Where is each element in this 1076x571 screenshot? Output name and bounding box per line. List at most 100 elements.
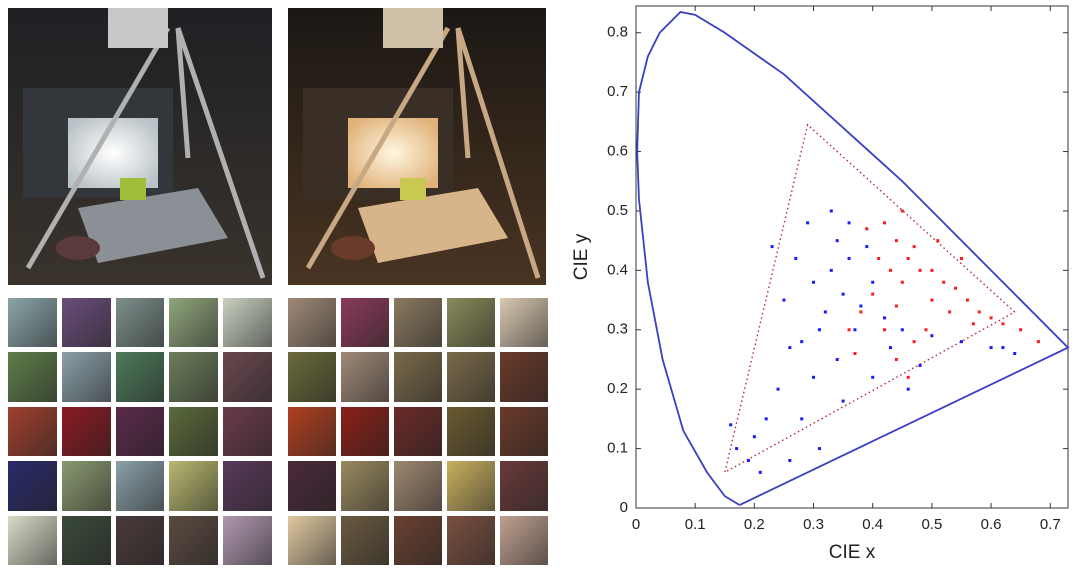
x-tick-label: 0.7 (1040, 516, 1061, 533)
sample-tile (8, 515, 57, 565)
scatter-point (1036, 340, 1040, 344)
scatter-point (800, 417, 804, 421)
scatter-point (1001, 346, 1005, 350)
y-tick-label: 0.3 (607, 321, 628, 338)
sample-tile (223, 352, 272, 402)
sample-tile (288, 515, 336, 565)
scatter-point (900, 328, 904, 332)
sample-tile (223, 298, 272, 348)
scatter-point (806, 221, 810, 225)
scatter-point (906, 375, 910, 379)
scatter-point (936, 239, 940, 243)
sample-tile (61, 352, 111, 402)
scatter-point (871, 292, 875, 296)
y-tick-label: 0.4 (607, 261, 628, 278)
scatter-point (853, 328, 857, 332)
scatter-point (894, 304, 898, 308)
scatter-point (894, 239, 898, 243)
sample-tile (341, 515, 389, 565)
x-axis-title: CIE x (829, 542, 876, 563)
scatter-point (959, 340, 963, 344)
scatter-point (835, 357, 839, 361)
sample-tile (61, 461, 111, 511)
sample-tile (115, 515, 165, 565)
scatter-point (924, 328, 928, 332)
scatter-point (989, 346, 993, 350)
photo-setup-tungsten (288, 8, 546, 285)
scatter-point (948, 310, 952, 314)
scatter-point (877, 256, 881, 260)
sample-tile (341, 461, 389, 511)
y-tick-label: 0.7 (607, 83, 628, 100)
scatter-point (758, 470, 762, 474)
scatter-point (1001, 322, 1005, 326)
sample-tile (288, 298, 336, 348)
sample-tile (169, 298, 219, 348)
sample-tile (115, 298, 165, 348)
sample-tile (61, 515, 111, 565)
scatter-point (871, 280, 875, 284)
scatter-point (859, 310, 863, 314)
scatter-point (735, 447, 739, 451)
sample-tile (115, 352, 165, 402)
y-tick-label: 0.2 (607, 380, 628, 397)
scatter-point (788, 346, 792, 350)
scatter-point (800, 340, 804, 344)
photo-setup-daylight (8, 8, 272, 285)
scatter-point (865, 227, 869, 231)
x-tick-label: 0.5 (921, 516, 942, 533)
gamut-line (636, 10, 1070, 506)
scatter-point (847, 256, 851, 260)
y-tick-label: 0 (620, 499, 628, 516)
sample-tile (500, 461, 548, 511)
scatter-point (906, 387, 910, 391)
scatter-point (841, 292, 845, 296)
x-tick-label: 0.3 (803, 516, 824, 533)
scatter-point (883, 316, 887, 320)
scatter-point (841, 399, 845, 403)
y-tick-label: 0.6 (607, 143, 628, 160)
scatter-point (871, 375, 875, 379)
sample-tile (8, 298, 57, 348)
sample-tile (394, 352, 442, 402)
sample-tile (341, 352, 389, 402)
scatter-point (829, 268, 833, 272)
scatter-point (888, 346, 892, 350)
scatter-point (930, 334, 934, 338)
sample-tile (115, 461, 165, 511)
scatter-point (812, 375, 816, 379)
scatter-point (752, 435, 756, 439)
scatter-point (977, 310, 981, 314)
scatter-point (888, 268, 892, 272)
x-tick-label: 0 (632, 516, 640, 533)
sample-tile (500, 298, 548, 348)
scatter-point (823, 310, 827, 314)
sample-tile (61, 406, 111, 457)
scatter-point (965, 298, 969, 302)
plot-frame (635, 5, 1069, 509)
sample-tile (169, 515, 219, 565)
scatter-point (817, 328, 821, 332)
sample-tile (288, 352, 336, 402)
scatter-point (865, 245, 869, 249)
scatter-point (729, 423, 733, 427)
scatter-point (918, 268, 922, 272)
scatter-point (930, 268, 934, 272)
scatter-point (859, 304, 863, 308)
sample-tile (447, 406, 495, 457)
scatter-point (971, 322, 975, 326)
sample-tile (341, 298, 389, 348)
scatter-point (794, 256, 798, 260)
x-tick-label: 0.1 (685, 516, 706, 533)
scatter-point (817, 447, 821, 451)
sample-tile (288, 406, 336, 457)
scatter-point (1013, 352, 1017, 356)
x-tick-label: 0.2 (744, 516, 765, 533)
sample-tile (8, 406, 57, 457)
scatter-point (906, 256, 910, 260)
scatter-point (989, 316, 993, 320)
y-tick-label: 0.5 (607, 202, 628, 219)
sample-tile (447, 298, 495, 348)
sample-tile (500, 352, 548, 402)
